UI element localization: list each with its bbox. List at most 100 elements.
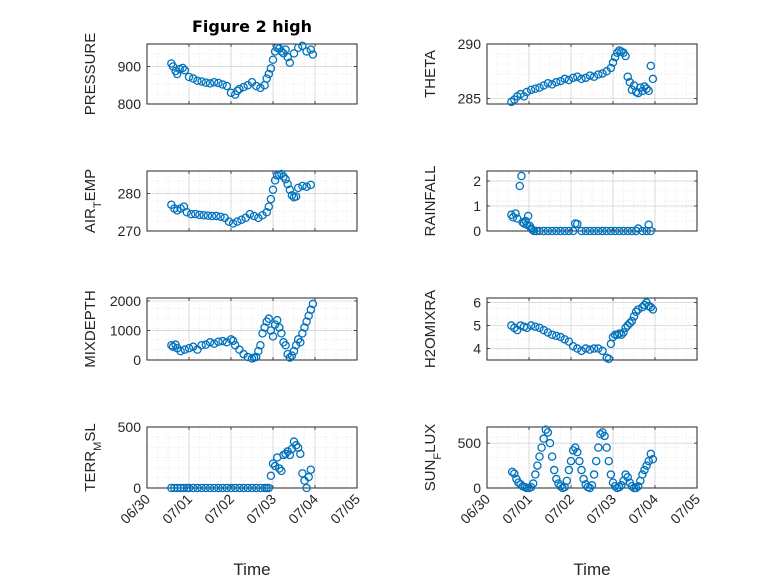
data-point	[167, 483, 176, 493]
data-point	[581, 226, 590, 236]
data-point	[180, 66, 190, 75]
data-point	[205, 79, 215, 88]
data-point	[306, 305, 316, 315]
data-point	[264, 483, 274, 493]
data-point	[228, 219, 238, 228]
data-point	[235, 84, 244, 94]
data-point	[638, 226, 647, 236]
data-point	[254, 213, 263, 223]
data-point	[589, 226, 599, 236]
data-point	[179, 483, 189, 493]
data-point	[281, 174, 290, 184]
data-point	[279, 172, 288, 181]
y-tick-label: 0	[133, 352, 141, 368]
data-point	[598, 346, 607, 356]
data-point	[533, 461, 542, 470]
data-point	[646, 449, 656, 459]
y-tick-label: 2000	[110, 293, 141, 309]
data-point	[268, 185, 278, 194]
data-point	[517, 171, 526, 181]
data-point	[256, 340, 265, 350]
data-point	[209, 339, 219, 349]
data-point	[547, 452, 557, 461]
data-point	[293, 43, 303, 53]
data-point	[226, 483, 236, 493]
data-point	[535, 226, 544, 236]
data-point	[644, 86, 653, 96]
data-point	[188, 74, 198, 83]
data-point	[598, 69, 607, 78]
data-point	[304, 472, 313, 482]
data-point	[610, 226, 620, 236]
data-point	[298, 329, 307, 338]
subplot-1: 285 290 THETA	[422, 36, 698, 107]
axes-frame	[146, 170, 358, 232]
data-point	[619, 328, 628, 337]
data-point	[560, 226, 569, 236]
data-point	[287, 351, 297, 360]
data-point	[176, 483, 185, 493]
data-point	[589, 72, 599, 81]
data-point	[646, 226, 656, 236]
data-point	[191, 209, 200, 219]
y-tick-label: 0	[133, 480, 141, 496]
data-point	[266, 471, 276, 481]
data-point	[552, 77, 561, 87]
data-point	[197, 77, 206, 86]
data-point	[566, 456, 576, 466]
data-point	[300, 323, 309, 332]
data-point	[224, 217, 234, 226]
data-point	[243, 352, 253, 362]
data-point	[275, 464, 284, 473]
data-point	[585, 345, 595, 354]
data-point	[522, 87, 532, 97]
data-point	[623, 321, 632, 330]
data-point	[617, 481, 626, 490]
data-point	[648, 455, 658, 464]
data-point	[535, 452, 544, 461]
data-point	[207, 211, 217, 221]
data-point	[296, 338, 305, 347]
data-point	[598, 226, 607, 236]
data-point	[298, 469, 307, 478]
data-point	[281, 449, 290, 459]
data-point	[623, 226, 632, 236]
data-point	[556, 481, 565, 491]
data-point	[539, 226, 548, 236]
data-point	[547, 330, 557, 339]
data-point	[617, 330, 626, 339]
data-point	[606, 470, 616, 479]
data-point	[214, 337, 223, 346]
y-tick-label: 2	[473, 173, 481, 189]
data-point	[243, 483, 253, 493]
subplot-0: 800 900 PRESSURE	[82, 33, 358, 115]
data-point	[197, 483, 206, 493]
data-point	[251, 81, 261, 91]
data-point	[577, 346, 586, 356]
data-point	[209, 483, 219, 493]
data-point	[199, 210, 208, 220]
data-point	[264, 314, 274, 323]
data-point	[627, 481, 637, 491]
data-point	[283, 179, 292, 189]
data-point	[258, 329, 267, 338]
data-point	[568, 226, 578, 236]
data-point	[178, 63, 187, 73]
data-point	[507, 467, 517, 477]
data-point	[293, 183, 303, 193]
data-point	[623, 472, 632, 482]
data-point	[556, 226, 565, 236]
data-point	[560, 335, 569, 344]
data-point	[640, 82, 649, 91]
data-point	[621, 323, 630, 333]
axes-frame	[146, 43, 358, 105]
data-point	[306, 45, 316, 54]
x-tick-label: 07/01	[159, 491, 195, 527]
data-point	[573, 447, 582, 457]
y-tick-label: 0	[473, 223, 481, 239]
x-tick-label: 07/02	[201, 491, 237, 527]
data-point	[606, 226, 616, 236]
axes-frame	[486, 426, 698, 489]
subplot-2: 270 280 AIRTEMP	[82, 169, 358, 239]
data-point	[549, 465, 559, 475]
